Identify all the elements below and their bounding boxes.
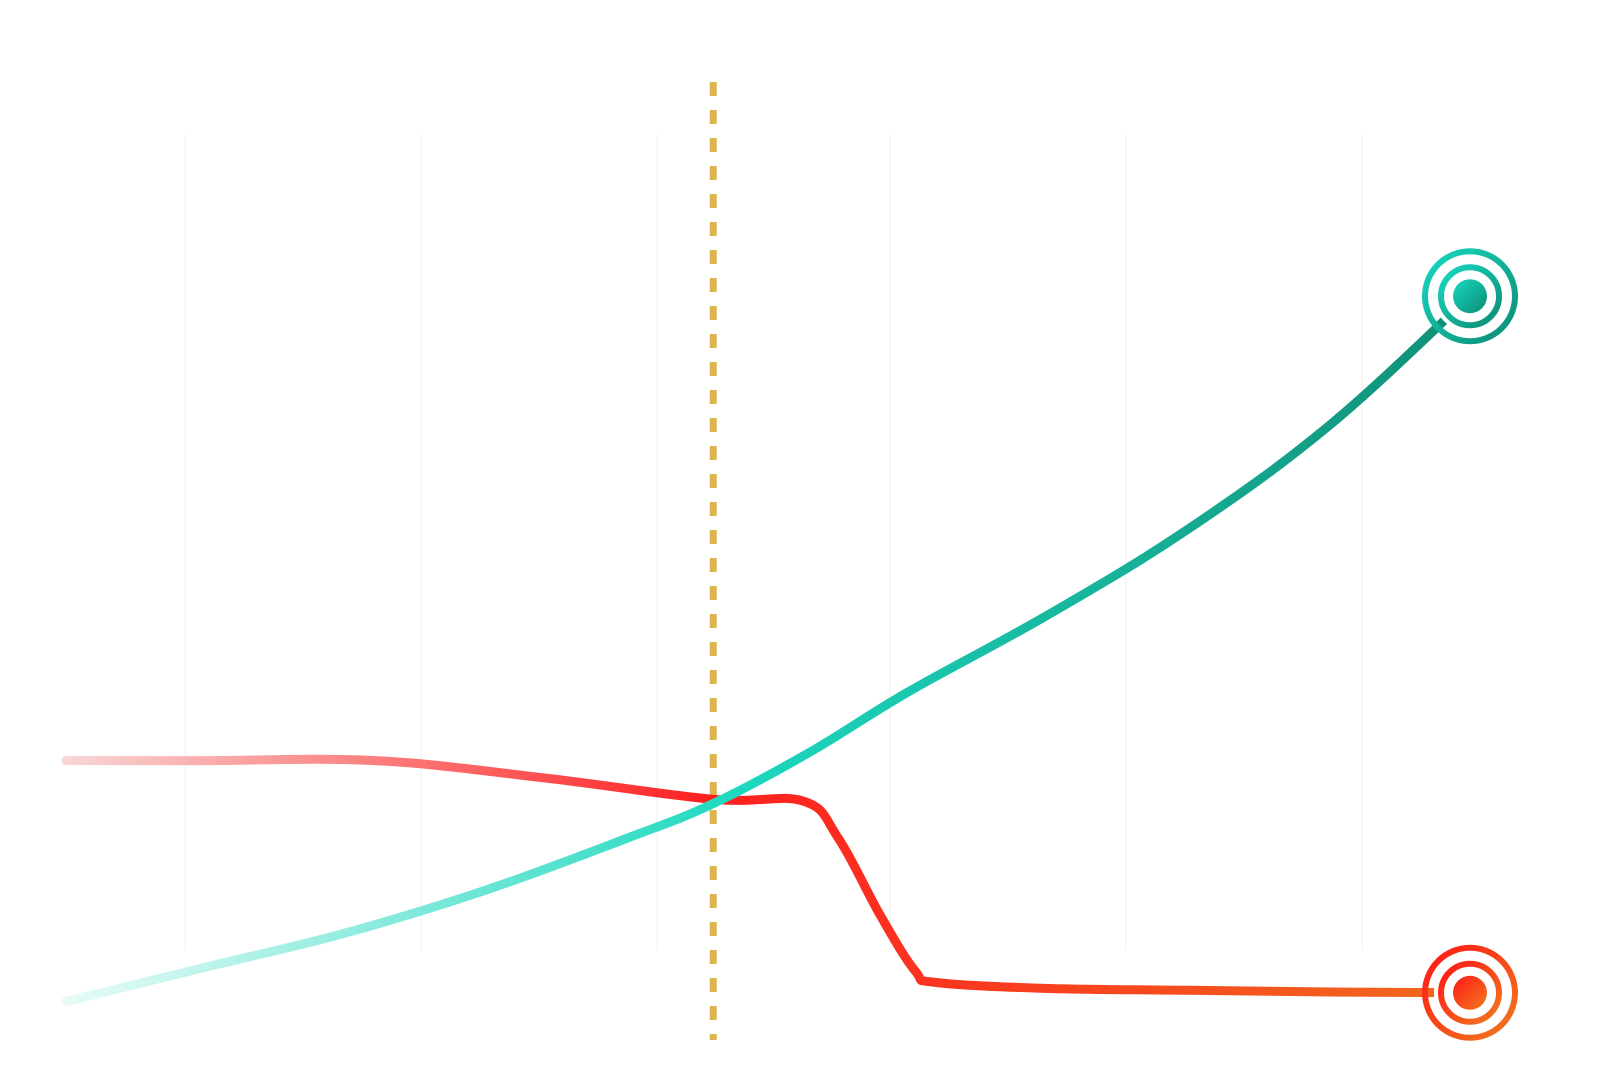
rising-end-marker-outer-ring <box>1422 248 1518 345</box>
series-layer <box>61 291 1475 1006</box>
rising-end-marker-inner-ring <box>1438 264 1502 329</box>
series-line-falling <box>61 754 1475 998</box>
falling-end-marker-outer-ring <box>1422 944 1518 1041</box>
series-line-rising <box>61 291 1475 1006</box>
gridlines <box>184 135 1363 950</box>
markers <box>1422 248 1518 1041</box>
rising-end-marker-center-dot <box>1453 279 1487 314</box>
falling-end-marker-inner-ring <box>1438 960 1502 1025</box>
falling-end-marker-center-dot <box>1453 975 1487 1010</box>
